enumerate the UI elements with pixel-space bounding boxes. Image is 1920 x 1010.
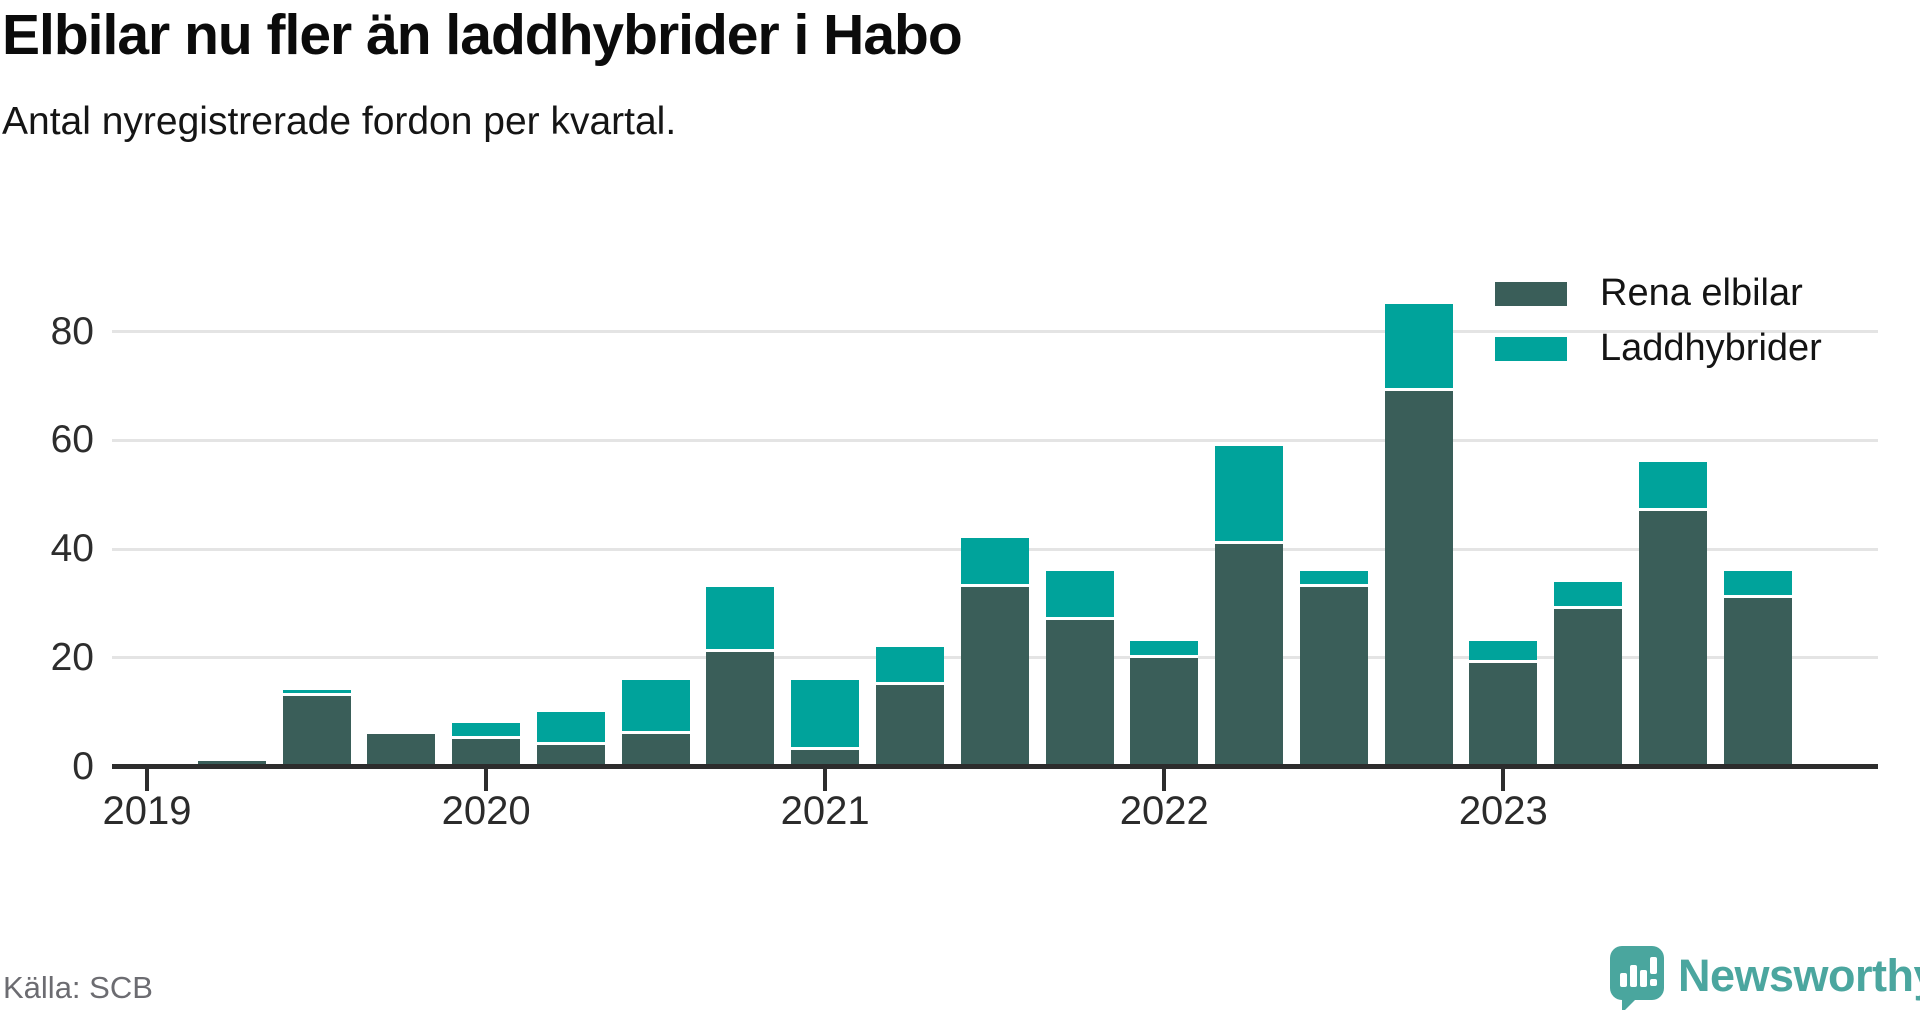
bar-laddhybrider-2021-Q1 <box>791 679 860 751</box>
bar-elbilar-2022-Q3 <box>1299 587 1368 767</box>
bar-laddhybrider-2022-Q1 <box>1130 641 1199 658</box>
x-axis-tick-2020 <box>484 769 489 791</box>
bar-elbilar-2019-Q4 <box>367 733 436 767</box>
legend-row-1: Laddhybrider <box>1495 321 1822 376</box>
legend-swatch-1 <box>1495 336 1567 361</box>
bar-elbilar-2022-Q2 <box>1215 543 1283 767</box>
bar-laddhybrider-2021-Q4 <box>1045 570 1114 620</box>
bar-laddhybrider-2023-Q2 <box>1554 581 1623 609</box>
bar-laddhybrider-2020-Q4 <box>706 587 775 653</box>
bar-laddhybrider-2020-Q1 <box>452 723 521 740</box>
x-axis-label-2021: 2021 <box>780 788 870 833</box>
bar-elbilar-2023-Q4 <box>1723 597 1792 767</box>
x-axis-tick-2023 <box>1501 769 1506 791</box>
source-note: Källa: SCB <box>3 970 153 1005</box>
speech-bubble-bar-chart-icon <box>1610 946 1664 1000</box>
bar-laddhybrider-2019-Q3 <box>282 690 351 696</box>
bar-laddhybrider-2023-Q4 <box>1723 570 1792 598</box>
chart-title: Elbilar nu fler än laddhybrider i Habo <box>2 3 963 67</box>
bar-laddhybrider-2022-Q4 <box>1384 304 1453 392</box>
bar-elbilar-2019-Q2 <box>197 761 266 767</box>
x-axis-label-2022: 2022 <box>1119 788 1209 833</box>
gridline-y-80 <box>112 330 1878 333</box>
bar-elbilar-2023-Q3 <box>1638 510 1707 767</box>
x-axis-label-2023: 2023 <box>1458 788 1548 833</box>
bar-laddhybrider-2022-Q3 <box>1299 570 1368 588</box>
bar-elbilar-2021-Q3 <box>960 587 1029 767</box>
logo-tail <box>1622 996 1639 1010</box>
y-axis-label-80: 80 <box>50 309 94 353</box>
x-axis-tick-2022 <box>1162 769 1167 791</box>
x-axis-label-2019: 2019 <box>102 788 192 833</box>
brand-wordmark: Newsworthy <box>1678 950 1920 1001</box>
legend-label-1: Laddhybrider <box>1600 327 1822 369</box>
bar-laddhybrider-2021-Q3 <box>960 538 1029 588</box>
bar-elbilar-2020-Q1 <box>452 739 521 767</box>
y-axis-label-60: 60 <box>50 418 94 462</box>
bar-elbilar-2023-Q1 <box>1469 663 1538 767</box>
bar-laddhybrider-2020-Q2 <box>536 712 605 745</box>
bar-elbilar-2021-Q2 <box>875 684 944 767</box>
y-axis-label-20: 20 <box>50 635 94 679</box>
bar-laddhybrider-2021-Q2 <box>875 646 944 685</box>
bar-laddhybrider-2020-Q3 <box>621 679 690 734</box>
bar-laddhybrider-2023-Q3 <box>1638 462 1707 511</box>
newsworthy-logo: Newsworthy <box>1610 944 1920 1010</box>
bar-elbilar-2021-Q1 <box>791 750 860 767</box>
bar-elbilar-2019-Q3 <box>282 695 351 767</box>
bar-elbilar-2022-Q4 <box>1384 391 1453 767</box>
gridline-y-60 <box>112 438 1878 442</box>
bar-elbilar-2022-Q1 <box>1130 657 1199 767</box>
bar-elbilar-2023-Q2 <box>1554 608 1623 767</box>
bar-elbilar-2020-Q4 <box>706 652 775 767</box>
x-axis-tick-2019 <box>145 769 149 791</box>
chart-subtitle: Antal nyregistrerade fordon per kvartal. <box>2 100 677 143</box>
y-axis-label-40: 40 <box>50 527 94 570</box>
x-axis-tick-2021 <box>823 769 828 791</box>
bar-elbilar-2021-Q4 <box>1045 619 1114 767</box>
legend-label-0: Rena elbilar <box>1600 272 1803 314</box>
bar-elbilar-2020-Q2 <box>536 744 605 767</box>
y-axis-label-0: 0 <box>72 744 94 788</box>
bar-laddhybrider-2022-Q2 <box>1215 445 1283 544</box>
legend-row-0: Rena elbilar <box>1495 266 1822 321</box>
bar-elbilar-2020-Q3 <box>621 733 690 767</box>
x-axis-label-2020: 2020 <box>441 788 531 833</box>
legend-swatch-0 <box>1495 281 1567 306</box>
x-axis-line <box>112 764 1878 769</box>
legend: Rena elbilar Laddhybrider <box>1495 266 1822 376</box>
bar-laddhybrider-2023-Q1 <box>1469 641 1538 664</box>
